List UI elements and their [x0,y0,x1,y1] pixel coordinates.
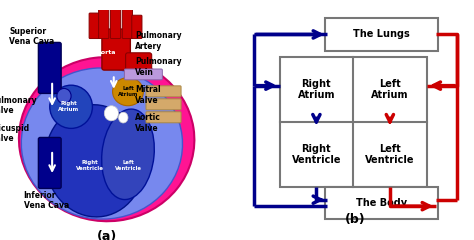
Text: (b): (b) [345,213,366,226]
Text: Mitral
Valve: Mitral Valve [135,85,161,105]
FancyBboxPatch shape [38,42,61,93]
Text: The Body: The Body [356,198,407,208]
FancyBboxPatch shape [89,13,99,39]
Ellipse shape [118,112,128,123]
Text: Right
Atrium: Right Atrium [58,101,79,112]
Text: Left
Atrium: Left Atrium [118,86,138,97]
Ellipse shape [57,89,71,104]
FancyBboxPatch shape [110,0,120,39]
Text: Aorta: Aorta [97,50,116,55]
Text: Left
Ventricle: Left Ventricle [365,144,415,165]
Text: Pulmonary
Vein: Pulmonary Vein [135,57,182,77]
FancyBboxPatch shape [325,18,438,51]
Text: Inferior
Vena Cava: Inferior Vena Cava [24,191,69,210]
Text: (a): (a) [97,230,117,240]
Text: Right
Ventricle: Right Ventricle [76,160,104,170]
FancyBboxPatch shape [99,4,109,39]
FancyBboxPatch shape [280,57,427,187]
Text: Pulmonary
Artery: Pulmonary Artery [135,31,182,51]
Text: Pulmonary
Valve: Pulmonary Valve [0,96,37,115]
Ellipse shape [21,68,182,219]
Ellipse shape [101,109,155,199]
FancyBboxPatch shape [102,29,130,70]
FancyBboxPatch shape [146,99,181,110]
FancyBboxPatch shape [146,112,181,123]
FancyBboxPatch shape [325,187,438,219]
Text: Right
Ventricle: Right Ventricle [292,144,341,165]
Text: Superior
Vena Cava: Superior Vena Cava [9,27,55,46]
Text: Aortic
Valve: Aortic Valve [135,113,161,133]
Ellipse shape [104,106,118,121]
FancyBboxPatch shape [38,138,61,188]
Text: Left
Atrium: Left Atrium [371,79,409,100]
Ellipse shape [113,78,143,106]
Text: Right
Atrium: Right Atrium [298,79,335,100]
FancyBboxPatch shape [124,69,162,80]
FancyBboxPatch shape [146,86,181,97]
Text: Left
Ventricle: Left Ventricle [115,160,141,170]
Text: The Lungs: The Lungs [353,30,410,39]
Ellipse shape [50,85,92,128]
Ellipse shape [19,57,194,221]
Ellipse shape [45,105,145,217]
Text: Tricuspid
Valve: Tricuspid Valve [0,124,30,144]
FancyBboxPatch shape [132,15,142,39]
FancyBboxPatch shape [126,53,152,70]
FancyBboxPatch shape [122,6,132,39]
